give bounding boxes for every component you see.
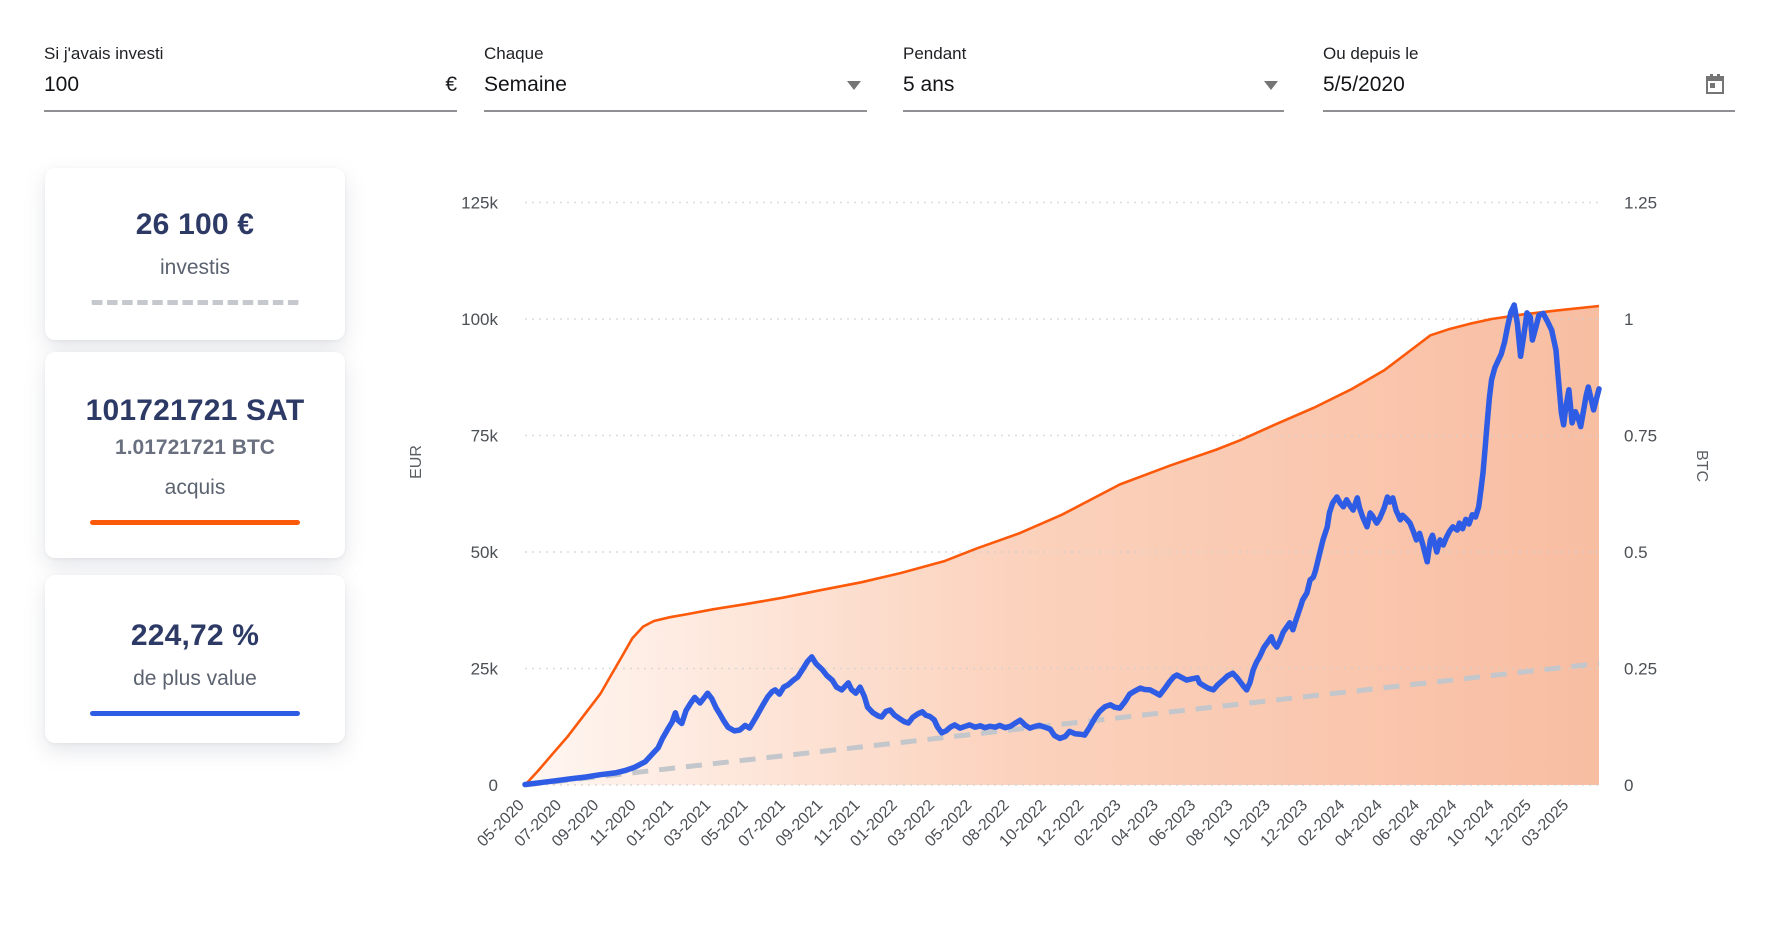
frequency-field: Chaque Semaine	[484, 44, 867, 112]
gain-legend-line	[90, 711, 300, 716]
chevron-down-icon[interactable]	[847, 80, 861, 90]
duration-select[interactable]: 5 ans	[903, 73, 1284, 112]
y-axis-tick-eur: 125k	[461, 194, 498, 213]
acquired-card: 101721721 SAT 1.01721721 BTC acquis	[45, 352, 345, 558]
since-date-value: 5/5/2020	[1323, 73, 1405, 96]
y-axis-tick-btc: 0.25	[1624, 660, 1657, 679]
invest-amount-field: Si j'avais investi 100 €	[44, 44, 457, 112]
y-axis-tick-eur: 100k	[461, 310, 498, 329]
acquired-label: acquis	[164, 476, 226, 499]
acquired-sat: 101721721 SAT	[85, 394, 305, 427]
frequency-value: Semaine	[484, 73, 567, 96]
y-axis-tick-eur: 50k	[471, 543, 499, 562]
chevron-down-icon[interactable]	[1264, 80, 1278, 90]
calendar-icon[interactable]	[1705, 73, 1725, 97]
y-axis-title-eur: EUR	[408, 445, 425, 479]
btc-area-fill	[525, 306, 1599, 785]
acquired-btc: 1.01721721 BTC	[115, 436, 275, 459]
acquired-legend-line	[90, 520, 300, 525]
y-axis-tick-btc: 0.75	[1624, 427, 1657, 446]
duration-value: 5 ans	[903, 73, 955, 96]
y-axis-tick-eur: 25k	[471, 660, 499, 679]
invested-amount: 26 100 €	[135, 208, 255, 241]
invested-legend-line	[90, 300, 300, 305]
gain-label: de plus value	[133, 667, 257, 690]
since-date-picker[interactable]: 5/5/2020	[1323, 73, 1735, 112]
since-date-label: Ou depuis le	[1323, 44, 1419, 63]
y-axis-tick-eur: 0	[489, 776, 498, 795]
gain-percent: 224,72 %	[130, 619, 260, 652]
btc-series-line	[524, 304, 1600, 786]
y-axis-tick-btc: 1	[1624, 310, 1633, 329]
y-axis-title-btc: BTC	[1693, 450, 1710, 482]
since-date-field: Ou depuis le 5/5/2020	[1323, 44, 1735, 112]
y-axis-tick-btc: 0.5	[1624, 543, 1648, 562]
invested-label: investis	[159, 256, 231, 279]
frequency-label: Chaque	[484, 44, 544, 63]
y-axis-tick-btc: 1.25	[1624, 194, 1657, 213]
currency-suffix: €	[445, 73, 457, 96]
y-axis-tick-eur: 75k	[471, 427, 499, 446]
invest-amount-label: Si j'avais investi	[44, 44, 164, 63]
duration-label: Pendant	[903, 44, 967, 63]
y-axis-tick-btc: 0	[1624, 776, 1633, 795]
duration-field: Pendant 5 ans	[903, 44, 1284, 112]
invest-amount-input[interactable]: 100	[44, 73, 80, 96]
invested-card: 26 100 € investis	[45, 168, 345, 340]
portfolio-series-line	[522, 302, 1602, 788]
gain-card: 224,72 % de plus value	[45, 575, 345, 743]
frequency-select[interactable]: Semaine	[484, 73, 867, 112]
invested-series-line	[524, 660, 1600, 788]
